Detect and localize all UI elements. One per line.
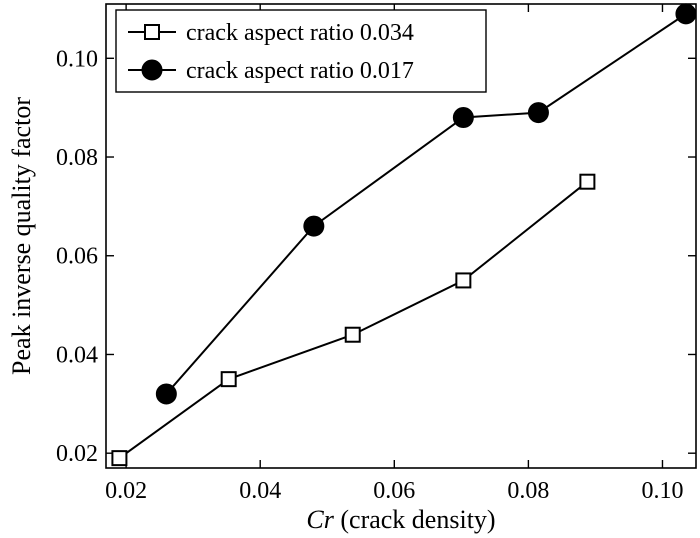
series-1	[111, 173, 596, 467]
series-1-point	[220, 371, 237, 388]
x-axis-label-rest: (crack density)	[334, 505, 496, 534]
x-tick-label: 0.10	[641, 478, 683, 504]
plot-frame	[105, 3, 697, 469]
x-tick-label: 0.02	[105, 478, 147, 504]
y-tick-label: 0.04	[56, 342, 98, 368]
series-1-point	[111, 450, 128, 467]
legend-box	[115, 9, 487, 93]
series-1-point	[344, 326, 361, 343]
series-2-point	[155, 383, 177, 405]
series-2-point	[303, 215, 325, 237]
y-tick-label: 0.08	[56, 145, 98, 171]
axis-ticks: 0.02 0.04 0.06 0.08 0.10 0.02 0.04 0.06 0.08 0.10	[56, 4, 696, 504]
x-axis-label: Cr (crack density)	[306, 505, 495, 534]
series-1-point	[455, 272, 472, 289]
legend-label: crack aspect ratio 0.034	[186, 20, 414, 46]
legend-label: crack aspect ratio 0.017	[186, 58, 414, 84]
series-2-point	[527, 102, 549, 124]
x-tick-label: 0.06	[373, 478, 415, 504]
series-1-line	[118, 180, 589, 459]
legend: crack aspect ratio 0.034 crack aspect rat…	[115, 9, 487, 93]
series-2-point	[675, 3, 697, 25]
legend-marker	[141, 59, 163, 81]
y-tick-label: 0.02	[56, 441, 98, 467]
x-tick-label: 0.04	[239, 478, 281, 504]
y-axis-label: Peak inverse quality factor	[7, 97, 36, 375]
plot-border	[105, 3, 697, 469]
series-1-point	[579, 173, 596, 190]
y-tick-label: 0.10	[56, 46, 98, 72]
series-2-point	[452, 107, 474, 129]
x-tick-label: 0.08	[507, 478, 549, 504]
series-2	[155, 3, 697, 405]
series-layer	[111, 3, 697, 467]
x-axis-label-italic: Cr	[306, 505, 334, 534]
y-tick-label: 0.06	[56, 244, 98, 270]
legend-marker	[144, 24, 160, 40]
